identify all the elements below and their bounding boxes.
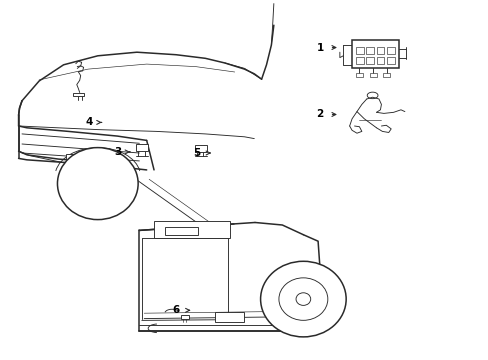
Bar [355, 73, 362, 77]
Bar [194, 145, 206, 152]
Bar [369, 73, 376, 77]
Bar [355, 47, 363, 54]
Text: 4: 4 [85, 117, 93, 127]
Text: 1: 1 [316, 42, 323, 53]
Bar [351, 40, 398, 68]
FancyBboxPatch shape [154, 221, 229, 238]
Bar [215, 312, 243, 322]
Text: 6: 6 [172, 305, 180, 315]
Bar [355, 57, 363, 64]
Bar [73, 93, 84, 96]
Ellipse shape [278, 278, 327, 320]
Text: 3: 3 [114, 147, 121, 157]
Bar [376, 47, 384, 54]
Bar [366, 57, 373, 64]
Bar [164, 227, 198, 235]
Bar [66, 154, 88, 161]
Bar [181, 315, 188, 319]
Bar [383, 73, 389, 77]
Ellipse shape [58, 148, 138, 220]
Bar [376, 57, 384, 64]
Bar [386, 47, 394, 54]
Bar [136, 144, 148, 151]
Ellipse shape [295, 293, 310, 305]
Bar [366, 47, 373, 54]
Bar [386, 57, 394, 64]
Text: 5: 5 [193, 148, 200, 158]
Ellipse shape [260, 261, 346, 337]
Text: 2: 2 [316, 109, 323, 120]
